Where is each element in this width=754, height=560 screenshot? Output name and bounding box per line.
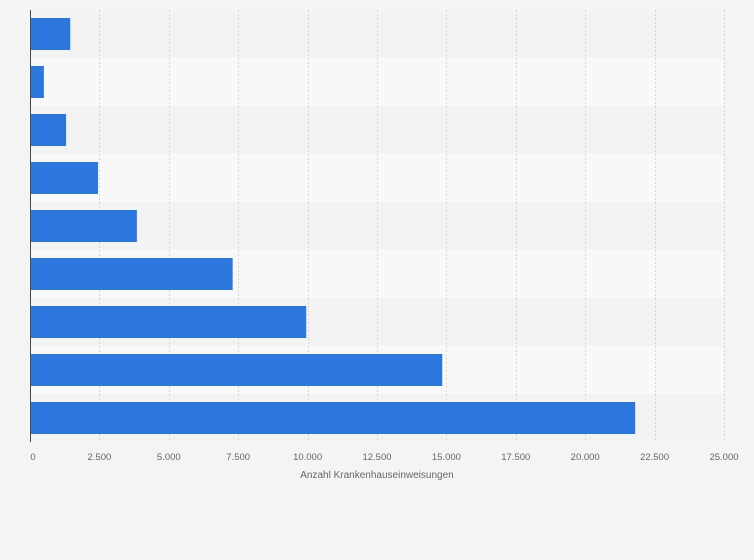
- bar: [30, 114, 67, 146]
- bar: [30, 306, 307, 338]
- bar: [30, 210, 137, 242]
- bar: [30, 354, 443, 386]
- x-tick-label: 7.500: [226, 452, 250, 463]
- x-tick-label: 15.000: [432, 452, 461, 463]
- x-axis-ticks: 0 2.500 5.000 7.500 10.000 12.500 15.000 17.500…: [30, 452, 738, 463]
- x-tick-label: 5.000: [157, 452, 181, 463]
- x-tick-label: 25.000: [709, 452, 738, 463]
- x-tick-label: 12.500: [362, 452, 391, 463]
- bar: [30, 162, 99, 194]
- bar: [30, 66, 44, 98]
- x-tick-label: 20.000: [571, 452, 600, 463]
- x-tick-label: 17.500: [501, 452, 530, 463]
- x-tick-label: 0: [30, 452, 35, 463]
- bars: [30, 18, 636, 434]
- bar: [30, 402, 636, 434]
- x-tick-label: 2.500: [88, 452, 112, 463]
- x-tick-label: 10.000: [293, 452, 322, 463]
- bar: [30, 18, 71, 50]
- bar: [30, 258, 233, 290]
- x-axis-title: Anzahl Krankenhauseinweisungen: [300, 470, 453, 481]
- x-tick-label: 22.500: [640, 452, 669, 463]
